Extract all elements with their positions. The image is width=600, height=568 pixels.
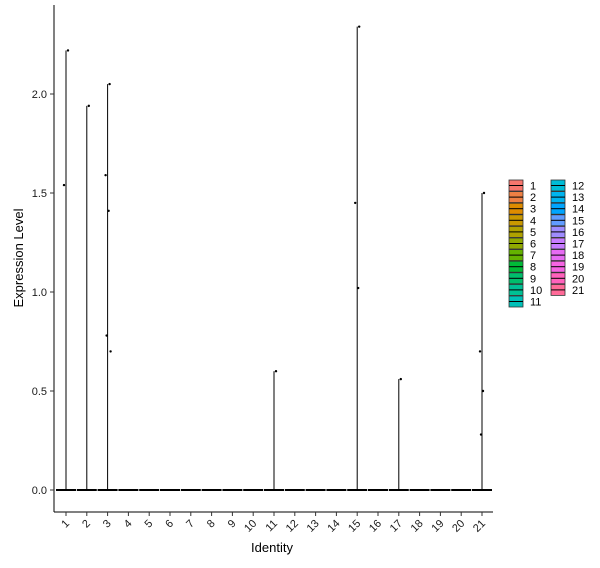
legend-entry-1: 1 [508, 179, 536, 193]
violin-3 [97, 84, 118, 491]
data-point [274, 370, 278, 373]
x-axis-ticks: 1 2 3 4 5 6 7 8 9 10 11 12 13 14 15 16 17 18 19 20 21 [59, 512, 488, 535]
data-point [399, 377, 402, 381]
legend-entry-10: 10 [508, 283, 542, 297]
x-tick-label: 11 [264, 518, 281, 535]
legend-label: 6 [530, 239, 536, 251]
legend-label: 16 [572, 227, 584, 239]
x-tick-label: 14 [325, 518, 342, 535]
legend-entry-15: 15 [550, 214, 584, 227]
data-point [479, 433, 483, 436]
data-point [108, 82, 111, 86]
legend-entry-21: 21 [550, 283, 584, 297]
legend-label: 5 [530, 227, 536, 239]
data-point [354, 201, 357, 205]
legend-label: 20 [572, 273, 584, 285]
legend-label: 15 [572, 215, 584, 227]
data-point [104, 173, 107, 177]
legend-entry-4: 4 [508, 214, 536, 227]
x-tick-label: 6 [163, 518, 176, 531]
legend-label: 19 [572, 262, 584, 274]
x-tick-label: 4 [122, 518, 135, 531]
data-point [105, 334, 108, 337]
data-point [66, 49, 70, 52]
data-point [107, 209, 110, 213]
legend-entry-2: 2 [508, 191, 536, 204]
legend-label: 18 [572, 250, 584, 262]
x-tick-label: 15 [346, 518, 363, 535]
legend-entry-9: 9 [508, 272, 536, 285]
x-tick-label: 3 [101, 518, 114, 531]
y-axis-ticks: 0.0 0.5 1.0 1.5 2.0 [32, 89, 54, 497]
x-tick-label: 19 [429, 518, 446, 535]
legend-entry-16: 16 [550, 225, 584, 239]
violin-2 [76, 105, 97, 491]
y-tick-label: 1.5 [32, 188, 47, 200]
legend-label: 3 [530, 204, 536, 216]
legend-entry-19: 19 [550, 260, 584, 274]
x-tick-label: 1 [59, 518, 72, 531]
x-tick-label: 20 [450, 518, 467, 535]
x-tick-label: 12 [284, 518, 301, 535]
y-tick-label: 2.0 [32, 89, 47, 101]
legend-entry-20: 20 [550, 272, 584, 285]
legend-entry-14: 14 [550, 202, 584, 216]
x-tick-label: 7 [184, 518, 197, 531]
y-axis-title: Expression Level [11, 208, 26, 307]
legend-entry-6: 6 [508, 237, 536, 251]
legend-label: 2 [530, 192, 536, 204]
legend-label: 9 [530, 273, 536, 285]
y-tick-label: 0.0 [32, 485, 47, 497]
legend-entry-11: 11 [508, 295, 541, 309]
violin-21 [472, 193, 492, 491]
x-tick-label: 10 [242, 518, 259, 535]
legend-label: 11 [530, 297, 541, 309]
x-tick-label: 21 [471, 518, 488, 535]
legend-label: 10 [530, 285, 542, 297]
legend-label: 12 [572, 181, 584, 193]
legend-label: 8 [530, 262, 536, 274]
legend-label: 4 [530, 215, 536, 227]
y-tick-label: 0.5 [32, 386, 47, 398]
legend-entry-17: 17 [550, 237, 584, 251]
data-point [482, 191, 486, 195]
legend-entry-8: 8 [508, 260, 536, 274]
legend-label: 13 [572, 192, 584, 204]
x-tick-label: 5 [143, 518, 156, 531]
data-point [478, 350, 482, 353]
legend-entry-13: 13 [550, 191, 584, 204]
violin-17 [388, 379, 409, 491]
data-point [358, 25, 361, 28]
x-tick-label: 8 [205, 518, 218, 531]
x-tick-label: 18 [409, 518, 426, 535]
x-tick-label: 13 [305, 518, 322, 535]
violin-15 [347, 26, 368, 491]
data-point [62, 183, 66, 187]
legend-entry-18: 18 [550, 249, 584, 262]
data-point [357, 286, 360, 290]
legend-entry-7: 7 [508, 249, 536, 262]
legend-label: 21 [572, 285, 584, 297]
data-point [481, 389, 485, 393]
legend-label: 1 [530, 181, 536, 193]
x-axis-title: Identity [251, 540, 293, 555]
x-tick-label: 17 [388, 518, 405, 535]
legend-label: 7 [530, 250, 536, 262]
legend-label: 14 [572, 204, 584, 216]
data-point [87, 104, 91, 108]
violin-1 [56, 50, 76, 491]
legend-entry-12: 12 [550, 179, 584, 193]
x-tick-label: 16 [367, 518, 384, 535]
violin-11 [264, 371, 284, 491]
plot-area [56, 25, 492, 491]
y-tick-label: 1.0 [32, 287, 47, 299]
legend-label: 17 [572, 239, 584, 251]
x-tick-label: 9 [226, 518, 239, 531]
legend-entry-3: 3 [508, 202, 536, 216]
x-tick-label: 2 [80, 518, 93, 531]
data-point [109, 350, 112, 353]
legend-entry-5: 5 [508, 225, 536, 239]
